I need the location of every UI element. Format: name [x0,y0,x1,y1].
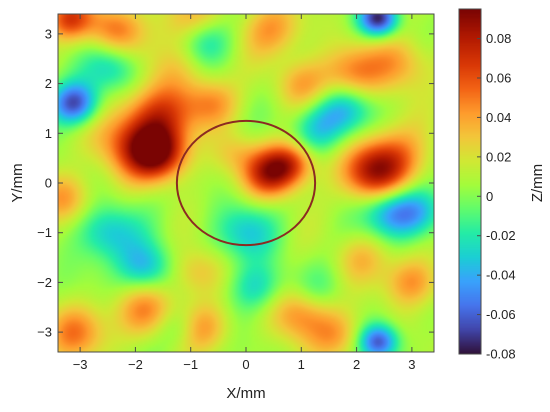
y-tick-label: −3 [37,325,52,340]
colorbar-tick-label: -0.08 [486,347,516,362]
colorbar-tick-label: 0.02 [486,149,511,164]
x-tick-label: 3 [408,357,415,372]
x-tick-label: −3 [73,357,88,372]
x-tick-label: 0 [242,357,249,372]
y-axis-label: Y/mm [9,163,26,202]
x-tick-label: 1 [298,357,305,372]
x-axis-label: X/mm [226,385,265,402]
plot-area: −3 −2 −1 0 1 2 3 −3 −2 −1 0 1 2 3 [37,13,435,372]
y-tick-label: 1 [45,126,52,141]
colorbar-ticks: 0.08 0.06 0.04 0.02 0 -0.02 -0.04 -0.06 -0.08 [477,31,516,362]
y-tick-label: −2 [37,275,52,290]
colorbar-label: Z/mm [529,164,546,202]
region-circle [175,119,317,247]
x-tick-label: 2 [353,357,360,372]
x-tick-label: −1 [183,357,198,372]
colorbar-tick-label: -0.04 [486,268,516,283]
colorbar-tick-label: 0.08 [486,31,511,46]
colorbar: 0.08 0.06 0.04 0.02 0 -0.02 -0.04 -0.06 -0.08 [458,8,516,362]
y-tick-label: −1 [37,225,52,240]
colorbar-tick-label: 0.06 [486,71,511,86]
circle-group [175,119,317,247]
colorbar-gradient [459,9,481,354]
heatmap-surface [58,14,434,352]
y-tick-label: 0 [45,176,52,191]
colorbar-tick-label: 0 [486,189,493,204]
y-tick-label: 3 [45,26,52,41]
colorbar-frame [458,8,482,355]
y-axis-ticks: −3 −2 −1 0 1 2 3 [37,26,434,340]
colorbar-tick-label: -0.02 [486,228,516,243]
x-axis-ticks: −3 −2 −1 0 1 2 3 [73,14,415,372]
colorbar-tick-label: 0.04 [486,110,511,125]
x-tick-label: −2 [128,357,143,372]
y-tick-label: 2 [45,76,52,91]
colorbar-tick-label: -0.06 [486,307,516,322]
